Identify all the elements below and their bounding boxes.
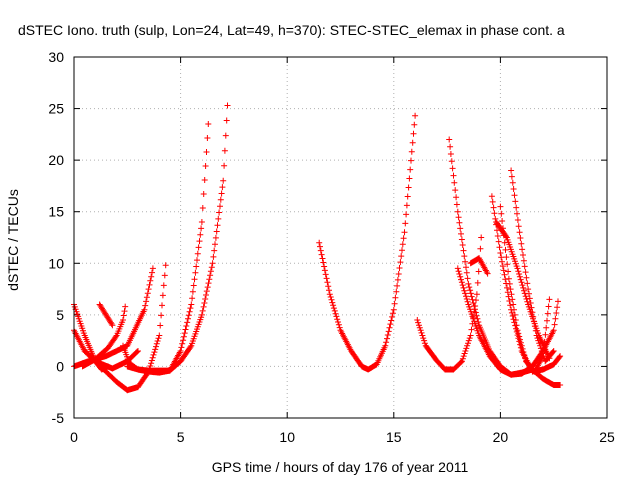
chart-title: dSTEC Iono. truth (sulp, Lon=24, Lat=49,… <box>18 22 565 38</box>
data-series <box>71 102 564 394</box>
series-16 <box>493 219 553 362</box>
x-tick-label: 5 <box>177 429 185 445</box>
series-9 <box>414 234 485 373</box>
x-tick-label: 20 <box>493 429 509 445</box>
y-tick-label: 15 <box>48 204 64 220</box>
y-tick-label: -5 <box>52 410 65 426</box>
y-tick-label: 10 <box>48 255 64 271</box>
series-markers <box>454 265 564 388</box>
y-tick-label: 20 <box>48 152 64 168</box>
series-markers <box>497 203 553 375</box>
series-7 <box>124 102 231 376</box>
x-tick-label: 15 <box>386 429 402 445</box>
series-markers <box>316 112 419 373</box>
y-tick-label: 30 <box>48 49 64 65</box>
series-1 <box>71 265 156 370</box>
series-15 <box>467 255 491 277</box>
series-markers <box>71 265 156 370</box>
series-13 <box>497 203 553 375</box>
plot-frame <box>73 56 608 419</box>
x-axis-label: GPS time / hours of day 176 of year 2011 <box>212 459 469 475</box>
series-markers <box>414 234 485 373</box>
y-axis-label: dSTEC / TECUs <box>5 189 21 291</box>
x-tick-label: 25 <box>599 429 615 445</box>
series-markers <box>96 301 116 329</box>
series-8 <box>316 112 419 373</box>
series-11 <box>454 265 564 388</box>
x-tick-label: 10 <box>279 429 295 445</box>
y-tick-label: 0 <box>56 358 64 374</box>
series-markers <box>467 255 491 277</box>
series-markers <box>493 219 553 362</box>
series-2 <box>96 301 116 329</box>
y-tick-label: 25 <box>48 101 64 117</box>
axis-ticks: 0 5 10 15 20 25 -5 0 5 10 15 20 25 30 <box>48 49 615 445</box>
x-tick-label: 0 <box>70 429 78 445</box>
y-tick-label: 5 <box>56 307 64 323</box>
grid <box>74 57 607 418</box>
series-markers <box>124 102 231 376</box>
